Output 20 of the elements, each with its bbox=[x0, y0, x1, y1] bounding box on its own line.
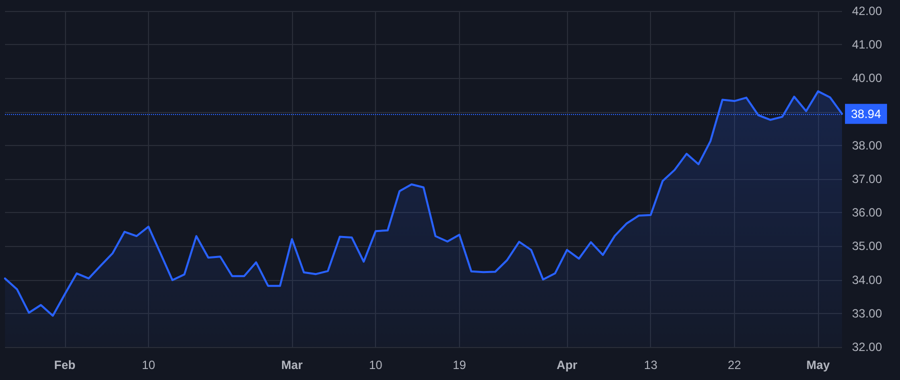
x-tick-label: 13 bbox=[644, 358, 658, 372]
y-tick-label: 34.00 bbox=[852, 272, 882, 287]
x-tick-label: 10 bbox=[368, 358, 383, 372]
x-tick-label: Apr bbox=[556, 358, 578, 372]
y-tick-label: 33.00 bbox=[852, 306, 882, 320]
x-tick-label: Feb bbox=[54, 358, 76, 372]
y-tick-label: 32.00 bbox=[852, 340, 882, 354]
x-tick-label: 19 bbox=[452, 358, 466, 372]
y-tick-label: 37.00 bbox=[852, 172, 882, 186]
y-tick-label: 35.00 bbox=[852, 239, 882, 254]
y-tick-label: 36.00 bbox=[852, 206, 882, 220]
y-tick-label: 41.00 bbox=[852, 38, 882, 52]
ref-line-label: 38.94 bbox=[851, 106, 882, 121]
y-tick-label: 38.00 bbox=[852, 138, 882, 152]
x-tick-label: 10 bbox=[142, 358, 156, 372]
y-tick-label: 40.00 bbox=[852, 71, 882, 86]
x-tick-label: 22 bbox=[728, 358, 742, 372]
x-tick-label: May bbox=[806, 358, 830, 372]
x-tick-label: Mar bbox=[281, 358, 303, 372]
y-tick-label: 42.00 bbox=[852, 4, 882, 18]
